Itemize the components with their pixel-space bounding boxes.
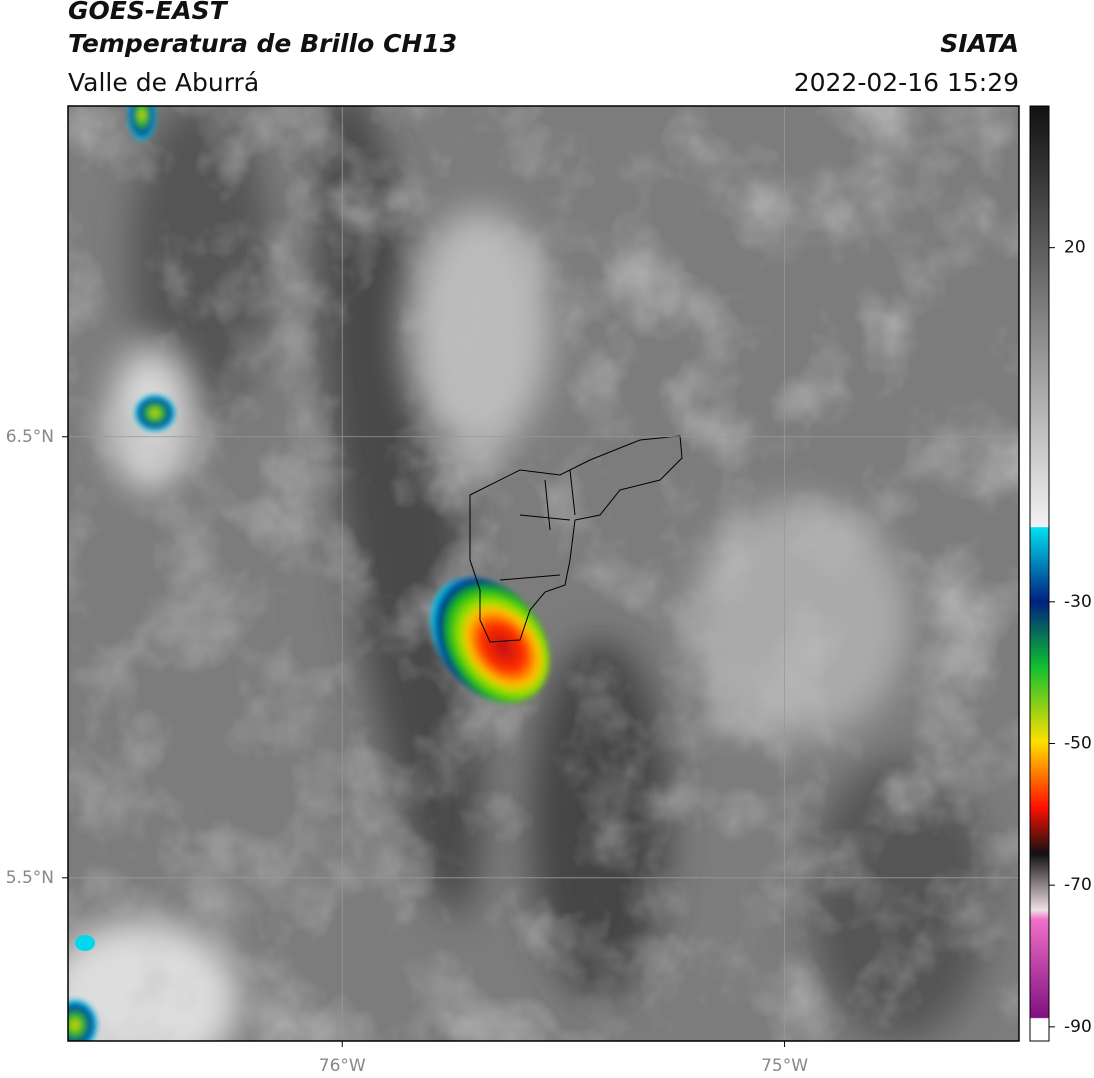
subtitle: Temperatura de Brillo CH13 bbox=[68, 29, 457, 58]
colorbar-tick-label: -90 bbox=[1064, 1017, 1092, 1037]
colorbar bbox=[1029, 105, 1050, 1042]
region: Valle de Aburrá bbox=[68, 68, 259, 97]
y-tick-label: 6.5°N bbox=[6, 427, 54, 447]
title: GOES-EAST bbox=[68, 0, 229, 25]
datetime: 2022-02-16 15:29 bbox=[794, 68, 1019, 97]
colorbar-tick-label: -30 bbox=[1064, 592, 1092, 612]
colorbar-tick-label: -70 bbox=[1064, 875, 1092, 895]
x-tick-label: 75°W bbox=[761, 1056, 808, 1076]
colorbar-tick-label: -50 bbox=[1064, 734, 1092, 754]
colorbar-tick-label: 20 bbox=[1064, 238, 1086, 258]
source: SIATA bbox=[940, 29, 1019, 58]
map-frame bbox=[67, 105, 1020, 1042]
y-tick-label: 5.5°N bbox=[6, 868, 54, 888]
x-tick-label: 76°W bbox=[319, 1056, 366, 1076]
map-image bbox=[68, 106, 1019, 1041]
